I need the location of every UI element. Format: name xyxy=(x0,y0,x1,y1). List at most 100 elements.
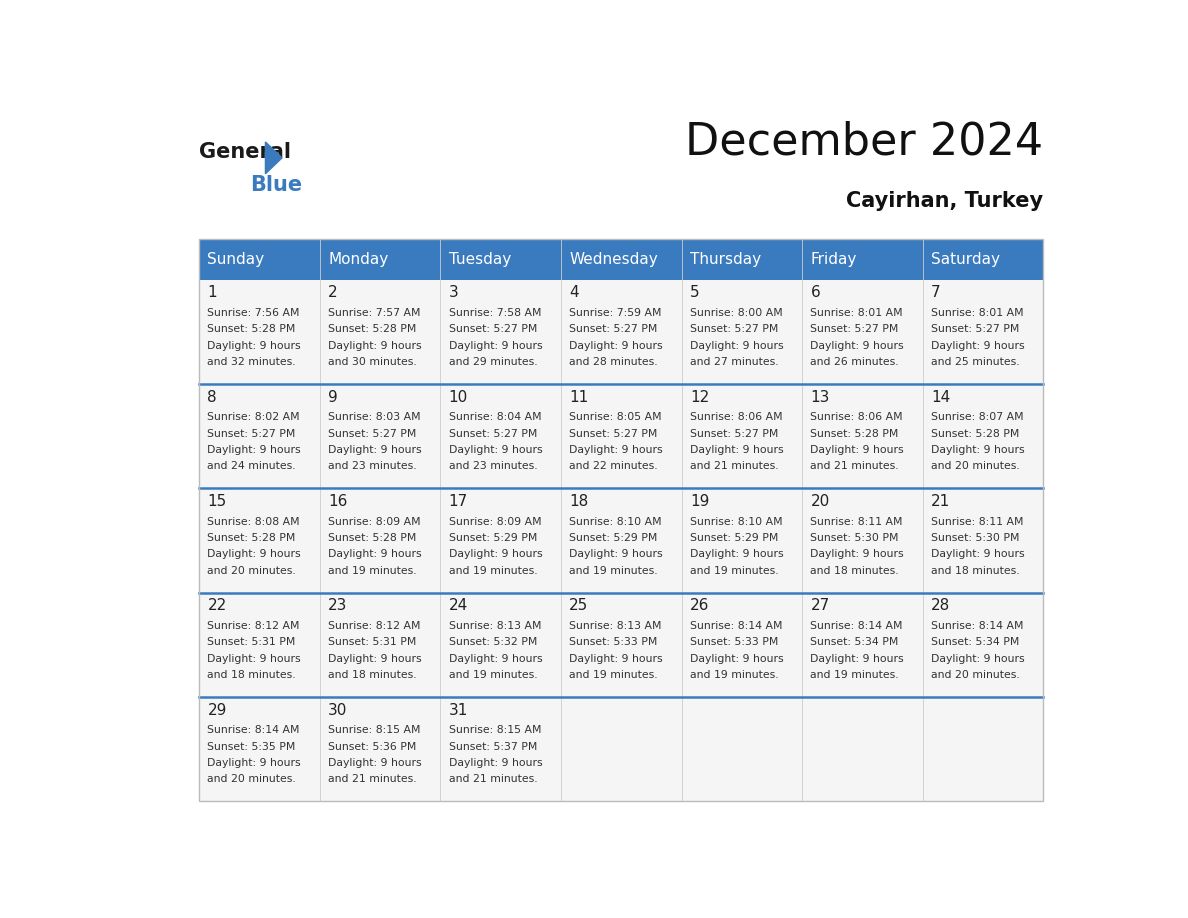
Text: December 2024: December 2024 xyxy=(685,121,1043,163)
Text: 17: 17 xyxy=(449,494,468,509)
Text: Sunset: 5:31 PM: Sunset: 5:31 PM xyxy=(208,637,296,647)
Text: and 20 minutes.: and 20 minutes. xyxy=(931,461,1019,471)
Text: Sunset: 5:27 PM: Sunset: 5:27 PM xyxy=(449,324,537,334)
FancyBboxPatch shape xyxy=(682,239,802,280)
Text: and 19 minutes.: and 19 minutes. xyxy=(449,565,537,576)
Text: Sunset: 5:28 PM: Sunset: 5:28 PM xyxy=(931,429,1019,439)
Text: Daylight: 9 hours: Daylight: 9 hours xyxy=(569,549,663,559)
Text: Sunset: 5:27 PM: Sunset: 5:27 PM xyxy=(810,324,899,334)
Text: Daylight: 9 hours: Daylight: 9 hours xyxy=(328,654,422,664)
Text: Sunrise: 8:06 AM: Sunrise: 8:06 AM xyxy=(810,412,903,422)
FancyBboxPatch shape xyxy=(923,384,1043,488)
Text: Daylight: 9 hours: Daylight: 9 hours xyxy=(810,549,904,559)
Text: Sunday: Sunday xyxy=(208,252,265,267)
Text: 22: 22 xyxy=(208,599,227,613)
Text: Sunrise: 8:12 AM: Sunrise: 8:12 AM xyxy=(208,621,299,631)
Text: Saturday: Saturday xyxy=(931,252,1000,267)
Text: 6: 6 xyxy=(810,285,820,300)
FancyBboxPatch shape xyxy=(561,593,682,697)
Text: 26: 26 xyxy=(690,599,709,613)
Text: Sunrise: 8:13 AM: Sunrise: 8:13 AM xyxy=(449,621,542,631)
Text: Sunset: 5:27 PM: Sunset: 5:27 PM xyxy=(208,429,296,439)
Text: Blue: Blue xyxy=(249,175,302,196)
FancyBboxPatch shape xyxy=(320,384,441,488)
Text: and 23 minutes.: and 23 minutes. xyxy=(328,461,417,471)
Text: Daylight: 9 hours: Daylight: 9 hours xyxy=(208,549,301,559)
Text: Daylight: 9 hours: Daylight: 9 hours xyxy=(208,341,301,351)
Text: Sunrise: 8:15 AM: Sunrise: 8:15 AM xyxy=(449,725,542,735)
Text: Sunrise: 8:11 AM: Sunrise: 8:11 AM xyxy=(810,517,903,527)
Text: Sunrise: 8:13 AM: Sunrise: 8:13 AM xyxy=(569,621,662,631)
Text: Daylight: 9 hours: Daylight: 9 hours xyxy=(328,341,422,351)
Text: and 29 minutes.: and 29 minutes. xyxy=(449,357,537,367)
Text: 20: 20 xyxy=(810,494,829,509)
Text: Sunset: 5:32 PM: Sunset: 5:32 PM xyxy=(449,637,537,647)
Text: and 23 minutes.: and 23 minutes. xyxy=(449,461,537,471)
Text: Daylight: 9 hours: Daylight: 9 hours xyxy=(931,341,1025,351)
Text: 15: 15 xyxy=(208,494,227,509)
Text: Sunrise: 7:57 AM: Sunrise: 7:57 AM xyxy=(328,308,421,318)
Text: Sunrise: 8:02 AM: Sunrise: 8:02 AM xyxy=(208,412,301,422)
FancyBboxPatch shape xyxy=(561,239,682,280)
Text: Daylight: 9 hours: Daylight: 9 hours xyxy=(328,445,422,455)
Text: 4: 4 xyxy=(569,285,579,300)
FancyBboxPatch shape xyxy=(561,488,682,593)
Text: and 19 minutes.: and 19 minutes. xyxy=(569,670,658,680)
Text: Daylight: 9 hours: Daylight: 9 hours xyxy=(208,445,301,455)
Text: Sunset: 5:35 PM: Sunset: 5:35 PM xyxy=(208,742,296,752)
Polygon shape xyxy=(265,142,282,174)
FancyBboxPatch shape xyxy=(682,593,802,697)
Text: 21: 21 xyxy=(931,494,950,509)
Text: Sunset: 5:29 PM: Sunset: 5:29 PM xyxy=(690,533,778,543)
FancyBboxPatch shape xyxy=(320,488,441,593)
Text: Sunrise: 7:59 AM: Sunrise: 7:59 AM xyxy=(569,308,662,318)
Text: and 19 minutes.: and 19 minutes. xyxy=(328,565,417,576)
FancyBboxPatch shape xyxy=(923,593,1043,697)
Text: Sunrise: 8:15 AM: Sunrise: 8:15 AM xyxy=(328,725,421,735)
Text: Sunset: 5:34 PM: Sunset: 5:34 PM xyxy=(810,637,899,647)
FancyBboxPatch shape xyxy=(320,697,441,801)
Text: Sunset: 5:27 PM: Sunset: 5:27 PM xyxy=(569,324,658,334)
Text: and 19 minutes.: and 19 minutes. xyxy=(690,565,778,576)
Text: 25: 25 xyxy=(569,599,588,613)
Text: 24: 24 xyxy=(449,599,468,613)
Text: Daylight: 9 hours: Daylight: 9 hours xyxy=(690,445,784,455)
Text: Sunrise: 7:56 AM: Sunrise: 7:56 AM xyxy=(208,308,299,318)
Text: and 19 minutes.: and 19 minutes. xyxy=(690,670,778,680)
FancyBboxPatch shape xyxy=(682,384,802,488)
Text: Sunrise: 8:06 AM: Sunrise: 8:06 AM xyxy=(690,412,783,422)
Text: and 30 minutes.: and 30 minutes. xyxy=(328,357,417,367)
FancyBboxPatch shape xyxy=(802,488,923,593)
Text: Daylight: 9 hours: Daylight: 9 hours xyxy=(449,445,542,455)
Text: Sunrise: 8:04 AM: Sunrise: 8:04 AM xyxy=(449,412,542,422)
FancyBboxPatch shape xyxy=(923,280,1043,384)
Text: 27: 27 xyxy=(810,599,829,613)
Text: Sunrise: 8:00 AM: Sunrise: 8:00 AM xyxy=(690,308,783,318)
Text: and 18 minutes.: and 18 minutes. xyxy=(208,670,296,680)
Text: 30: 30 xyxy=(328,703,347,718)
Text: and 21 minutes.: and 21 minutes. xyxy=(810,461,899,471)
FancyBboxPatch shape xyxy=(200,488,320,593)
Text: Sunrise: 8:10 AM: Sunrise: 8:10 AM xyxy=(690,517,783,527)
Text: Sunset: 5:31 PM: Sunset: 5:31 PM xyxy=(328,637,417,647)
Text: Sunrise: 8:12 AM: Sunrise: 8:12 AM xyxy=(328,621,421,631)
FancyBboxPatch shape xyxy=(682,280,802,384)
FancyBboxPatch shape xyxy=(923,239,1043,280)
FancyBboxPatch shape xyxy=(802,239,923,280)
Text: Daylight: 9 hours: Daylight: 9 hours xyxy=(931,549,1025,559)
FancyBboxPatch shape xyxy=(441,593,561,697)
FancyBboxPatch shape xyxy=(923,488,1043,593)
Text: Sunset: 5:30 PM: Sunset: 5:30 PM xyxy=(810,533,899,543)
Text: and 24 minutes.: and 24 minutes. xyxy=(208,461,296,471)
Text: and 19 minutes.: and 19 minutes. xyxy=(569,565,658,576)
Text: 9: 9 xyxy=(328,390,337,405)
Text: and 20 minutes.: and 20 minutes. xyxy=(208,565,296,576)
Text: and 19 minutes.: and 19 minutes. xyxy=(449,670,537,680)
Text: Daylight: 9 hours: Daylight: 9 hours xyxy=(690,654,784,664)
Text: and 18 minutes.: and 18 minutes. xyxy=(810,565,899,576)
FancyBboxPatch shape xyxy=(682,697,802,801)
FancyBboxPatch shape xyxy=(802,593,923,697)
Text: 3: 3 xyxy=(449,285,459,300)
Text: and 20 minutes.: and 20 minutes. xyxy=(208,774,296,784)
FancyBboxPatch shape xyxy=(441,384,561,488)
